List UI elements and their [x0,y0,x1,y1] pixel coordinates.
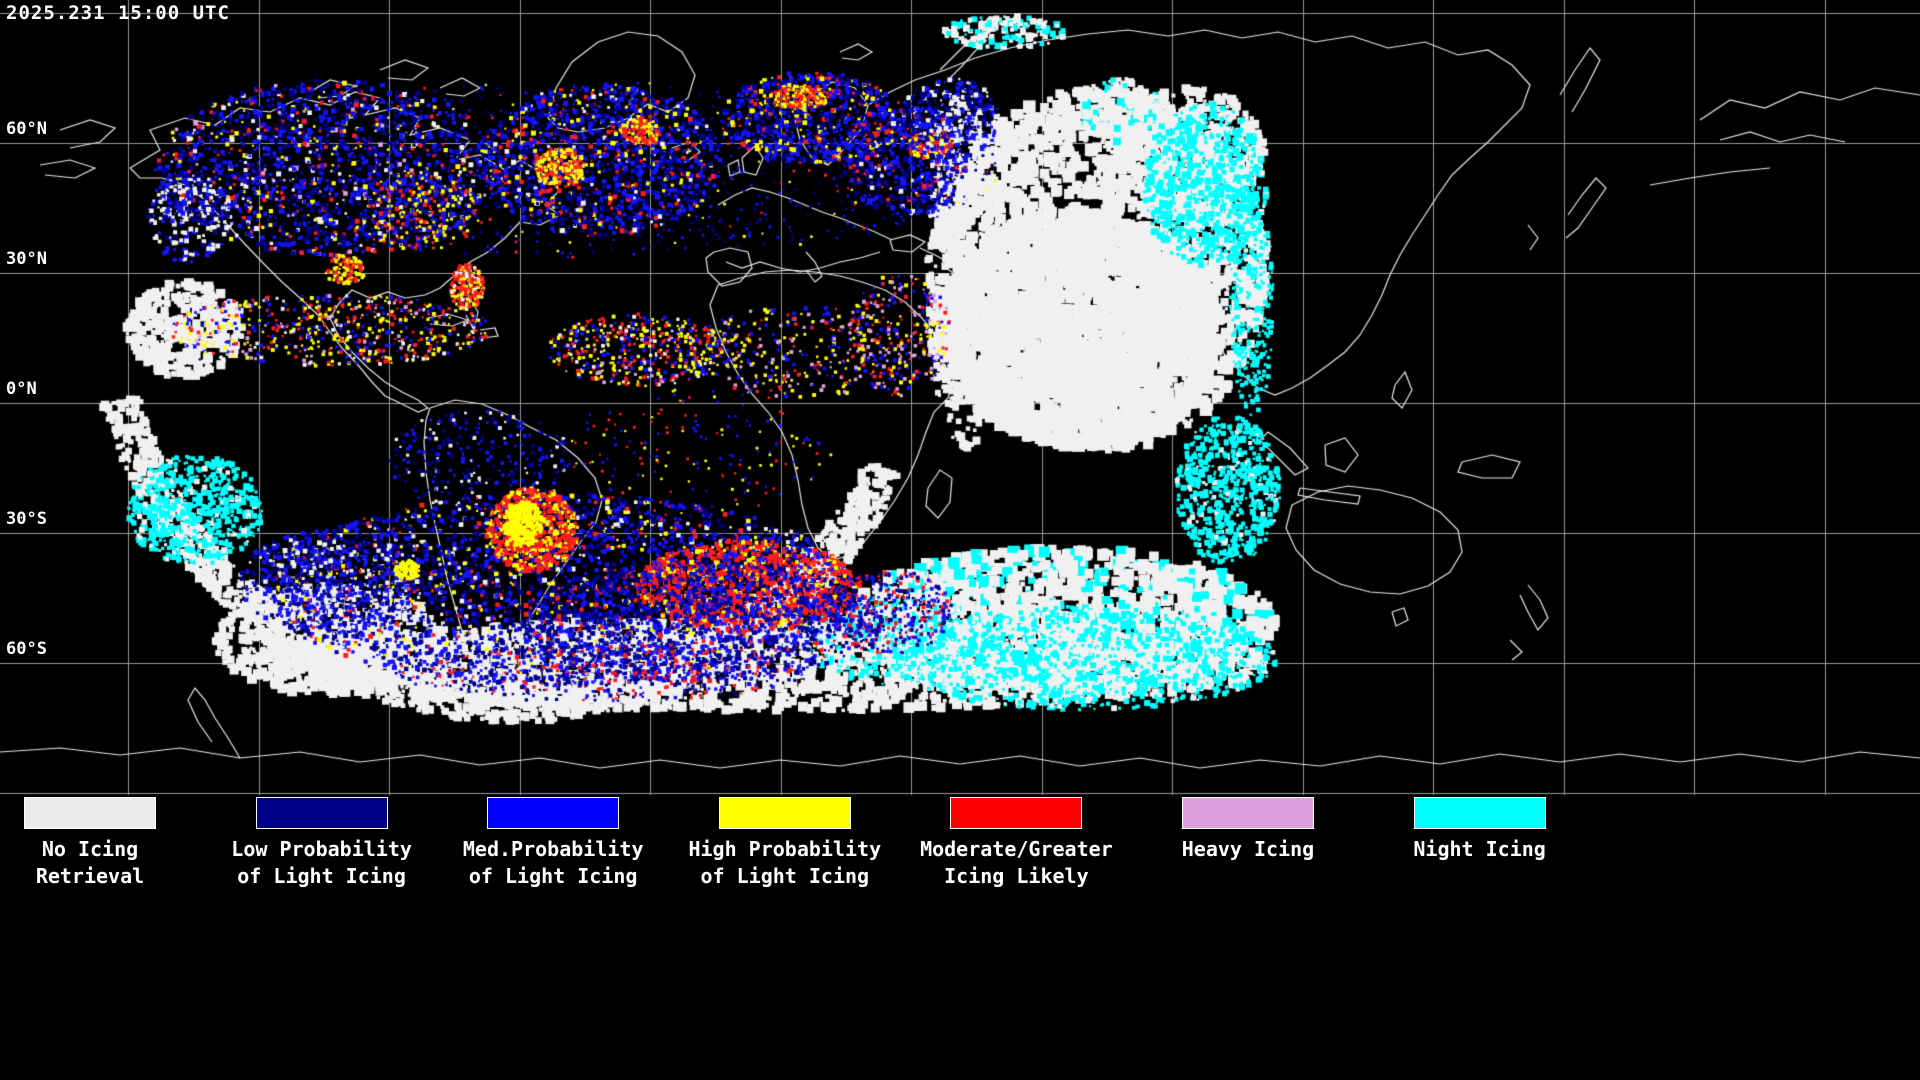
legend-item-med-probability-light-icing: Med.Probability of Light Icing [437,797,669,890]
legend: No Icing Retrieval Low Probability of Light… [0,795,1920,1080]
timestamp: 2025.231 15:00 UTC [6,2,230,24]
legend-swatch-heavy-icing [1182,797,1314,829]
lat-label-60s: 60°S [4,639,49,659]
legend-item-moderate-greater-icing-likely: Moderate/Greater Icing Likely [900,797,1132,890]
legend-swatch-med-probability-light-icing [487,797,620,829]
legend-swatch-no-icing-retrieval [24,797,156,829]
legend-label-heavy-icing: Heavy Icing [1181,837,1315,861]
legend-label-no-icing-retrieval: No Icing Retrieval [35,837,145,888]
lat-label-30n: 30°N [4,249,49,269]
legend-item-no-icing-retrieval: No Icing Retrieval [0,797,206,890]
legend-swatch-moderate-greater-icing-likely [950,797,1083,829]
legend-label-low-probability-light-icing: Low Probability of Light Icing [231,837,412,888]
lat-label-0n: 0°N [4,379,39,399]
lat-label-30s: 30°S [4,509,49,529]
legend-label-moderate-greater-icing-likely: Moderate/Greater Icing Likely [920,837,1113,888]
legend-swatch-night-icing [1413,797,1546,829]
legend-item-high-probability-light-icing: High Probability of Light Icing [669,797,901,890]
lat-label-60n: 60°N [4,119,49,139]
legend-item-heavy-icing: Heavy Icing [1132,797,1364,863]
world-map-canvas [0,0,1920,795]
legend-item-low-probability-light-icing: Low Probability of Light Icing [206,797,438,890]
legend-label-night-icing: Night Icing [1413,837,1546,861]
legend-swatch-high-probability-light-icing [718,797,851,829]
legend-swatch-low-probability-light-icing [255,797,388,829]
legend-item-night-icing: Night Icing [1364,797,1596,863]
legend-label-med-probability-light-icing: Med.Probability of Light Icing [462,837,644,888]
legend-label-high-probability-light-icing: High Probability of Light Icing [688,837,882,888]
world-map: 2025.231 15:00 UTC 60°N 30°N 0°N 30°S 60°S [0,0,1920,795]
